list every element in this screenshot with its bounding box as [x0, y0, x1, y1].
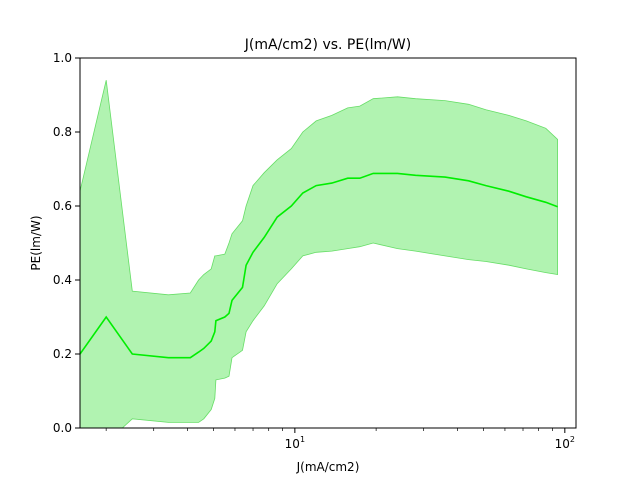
x-tick-label: 101: [285, 435, 305, 451]
y-tick-label: 0.6: [53, 199, 72, 213]
x-axis: 101 102: [105, 428, 575, 451]
x-axis-label: J(mA/cm2): [296, 460, 360, 474]
y-axis: 0.0 0.2 0.4 0.6 0.8 1.0: [53, 51, 80, 435]
plot-frame: [79, 57, 577, 429]
series-line: [80, 172, 558, 359]
y-tick-label: 0.4: [53, 273, 72, 287]
y-tick-label: 1.0: [53, 51, 72, 65]
y-tick-label: 0.8: [53, 125, 72, 139]
y-axis-label: PE(lm/W): [29, 215, 43, 270]
chart-title: J(mA/cm2) vs. PE(lm/W): [244, 37, 411, 53]
y-tick-label: 0.2: [53, 347, 72, 361]
x-tick-label: 102: [555, 435, 575, 451]
y-tick-label: 0.0: [53, 421, 72, 435]
confidence-band: [80, 80, 558, 428]
